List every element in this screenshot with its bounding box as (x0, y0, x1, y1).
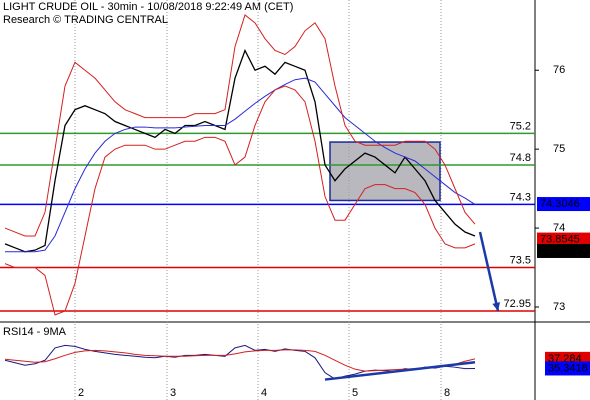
x-tick-label: 8 (444, 387, 450, 399)
y-tick-label: 75 (553, 143, 565, 155)
indicator-line (4, 85, 476, 316)
indicator-line (4, 14, 476, 237)
x-tick-label: 5 (352, 387, 358, 399)
price-tag-label: 73.71 (540, 245, 568, 257)
chart-title: LIGHT CRUDE OIL - 30min - 10/08/2018 9:2… (3, 1, 293, 13)
price-tag-label: 73.8545 (540, 233, 580, 245)
x-tick-label: 3 (170, 387, 176, 399)
indicator-line (5, 77, 476, 253)
x-tick-label: 2 (78, 387, 84, 399)
y-tick-label: 76 (553, 64, 565, 76)
level-label: 74.8 (510, 152, 531, 164)
level-label: 73.5 (510, 254, 531, 266)
rsi-trendline (324, 361, 476, 381)
level-label: 74.3 (510, 191, 531, 203)
rsi-tag (545, 361, 590, 376)
indicator-title: RSI14 - 9MA (3, 326, 67, 338)
forecast-arrow (478, 231, 500, 312)
rsi-line (4, 349, 476, 372)
level-label: 72.95 (503, 298, 531, 310)
y-tick-label: 73 (553, 301, 565, 313)
y-tick-label: 74 (553, 222, 565, 234)
arrow-head (492, 302, 501, 311)
level-label: 75.2 (510, 120, 531, 132)
price-line (4, 48, 476, 253)
price-tag (537, 197, 590, 212)
price-tag-label: 74.3046 (540, 198, 580, 210)
price-tag (537, 232, 590, 247)
chart-subtitle: Research © TRADING CENTRAL (3, 14, 168, 26)
price-tag (537, 243, 590, 258)
rsi-tag-label: 35.3418 (548, 362, 588, 374)
x-tick-label: 4 (261, 387, 267, 399)
zone (329, 141, 441, 202)
